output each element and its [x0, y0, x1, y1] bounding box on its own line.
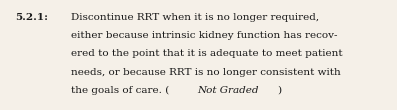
Text: Discontinue RRT when it is no longer required,: Discontinue RRT when it is no longer req… [71, 13, 319, 22]
Text: either because intrinsic kidney function has recov-: either because intrinsic kidney function… [71, 31, 337, 40]
Text: ): ) [277, 86, 281, 95]
Text: needs, or because RRT is no longer consistent with: needs, or because RRT is no longer consi… [71, 68, 340, 77]
Text: 5.2.1:: 5.2.1: [15, 13, 48, 22]
Text: Not Graded: Not Graded [197, 86, 259, 95]
Text: ered to the point that it is adequate to meet patient: ered to the point that it is adequate to… [71, 50, 342, 59]
Text: the goals of care. (: the goals of care. ( [71, 86, 169, 95]
